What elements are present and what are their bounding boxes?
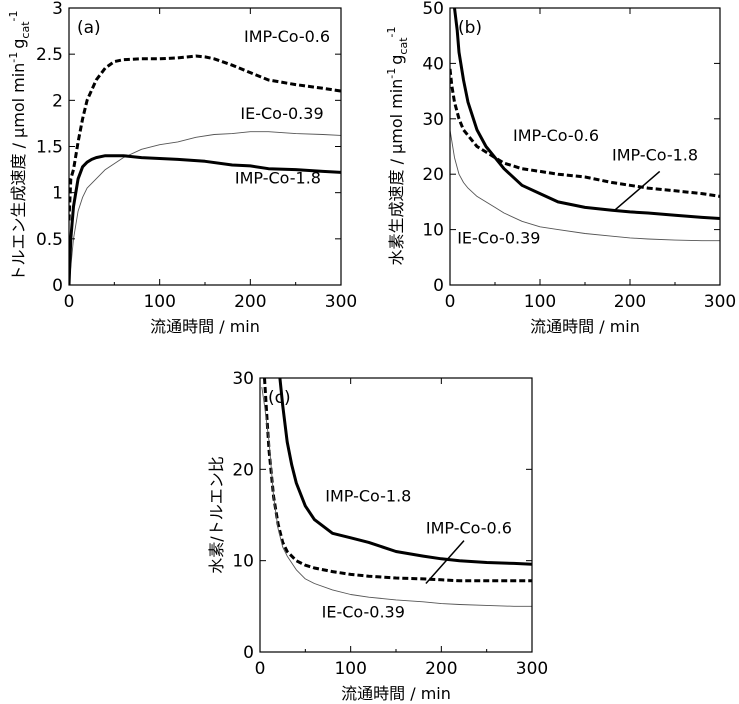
y-tick-label: 1.5 [36, 138, 63, 158]
y-tick-label: 1 [52, 184, 63, 204]
series-annotation: IMP-Co-1.8 [325, 486, 411, 505]
series-annotation: IMP-Co-1.8 [235, 168, 321, 187]
series-annotation: IMP-Co-0.6 [426, 518, 512, 537]
x-tick-label: 300 [516, 659, 548, 679]
series-annotation: IMP-Co-0.6 [244, 27, 330, 46]
y-tick-label: 3 [52, 0, 63, 19]
series-annotation: IE-Co-0.39 [240, 104, 323, 123]
y-tick-label: 0 [433, 276, 444, 296]
x-tick-label: 300 [325, 292, 357, 312]
y-tick-label: 0.5 [36, 230, 63, 250]
x-tick-label: 0 [255, 659, 266, 679]
y-tick-label: 10 [232, 552, 254, 572]
x-tick-label: 100 [334, 659, 366, 679]
x-tick-label: 0 [445, 292, 456, 312]
series-line-IMP-Co-1.8 [278, 378, 532, 566]
series-line-IMP-Co-1.8 [69, 154, 341, 285]
leader-line [425, 540, 465, 584]
y-tick-label: 10 [422, 221, 444, 241]
x-axis-label: 流通時間 / min [150, 317, 260, 336]
y-axis-label: トルエン生成速度 / μmol min-1gcat-1 [7, 10, 32, 281]
y-tick-label: 30 [232, 369, 254, 389]
panel-label: (c) [268, 388, 291, 408]
series-annotation: IE-Co-0.39 [457, 228, 540, 247]
x-tick-label: 200 [234, 292, 266, 312]
leader-line [614, 170, 661, 211]
series-annotation: IMP-Co-0.6 [513, 126, 599, 145]
y-tick-label: 0 [243, 643, 254, 663]
plot-frame [68, 7, 342, 286]
series-annotation: IMP-Co-1.8 [612, 145, 698, 164]
panel-label: (b) [458, 18, 482, 38]
x-tick-label: 200 [614, 292, 646, 312]
x-tick-label: 200 [425, 659, 457, 679]
x-axis-label: 流通時間 / min [341, 684, 451, 703]
x-tick-label: 300 [704, 292, 736, 312]
x-tick-label: 100 [143, 292, 175, 312]
series-line-IMP-Co-1.8 [453, 8, 720, 220]
panel-0: 0 100 200 300 0 0.5 1 1.5 2 2.5 3 (a) IMP-Co-0.6 IE-C… [7, 0, 357, 336]
y-tick-label: 20 [232, 460, 254, 480]
x-axis-label: 流通時間 / min [530, 317, 640, 336]
series-line-IE-Co-0.39 [69, 131, 341, 285]
panel-2: 0 100 200 300 0 10 20 30 (c) IMP-Co-1.8 IMP-Co-0.6… [207, 369, 548, 703]
y-tick-label: 30 [422, 110, 444, 130]
series-line-IMP-Co-0.6 [263, 378, 532, 583]
panel-1: 0 100 200 300 0 10 20 30 40 50 (b) IMP-Co-0.6 IMP-Co… [385, 0, 736, 336]
y-tick-label: 50 [422, 0, 444, 19]
x-tick-label: 0 [64, 292, 75, 312]
y-tick-label: 2 [52, 91, 63, 111]
y-tick-label: 40 [422, 54, 444, 74]
y-tick-label: 2.5 [36, 45, 63, 65]
y-axis-label: 水素/トルエン比 [207, 456, 226, 573]
series-line-IE-Co-0.39 [450, 129, 720, 242]
series-line-IE-Co-0.39 [261, 387, 532, 607]
panel-label: (a) [77, 18, 101, 38]
series-line-IMP-Co-0.6 [69, 54, 341, 221]
x-tick-label: 100 [524, 292, 556, 312]
series-annotation: IE-Co-0.39 [322, 602, 405, 621]
y-tick-label: 20 [422, 165, 444, 185]
y-axis-label: 水素生成速度 / μmol min-1gcat-1 [385, 26, 410, 265]
y-tick-label: 0 [52, 276, 63, 296]
